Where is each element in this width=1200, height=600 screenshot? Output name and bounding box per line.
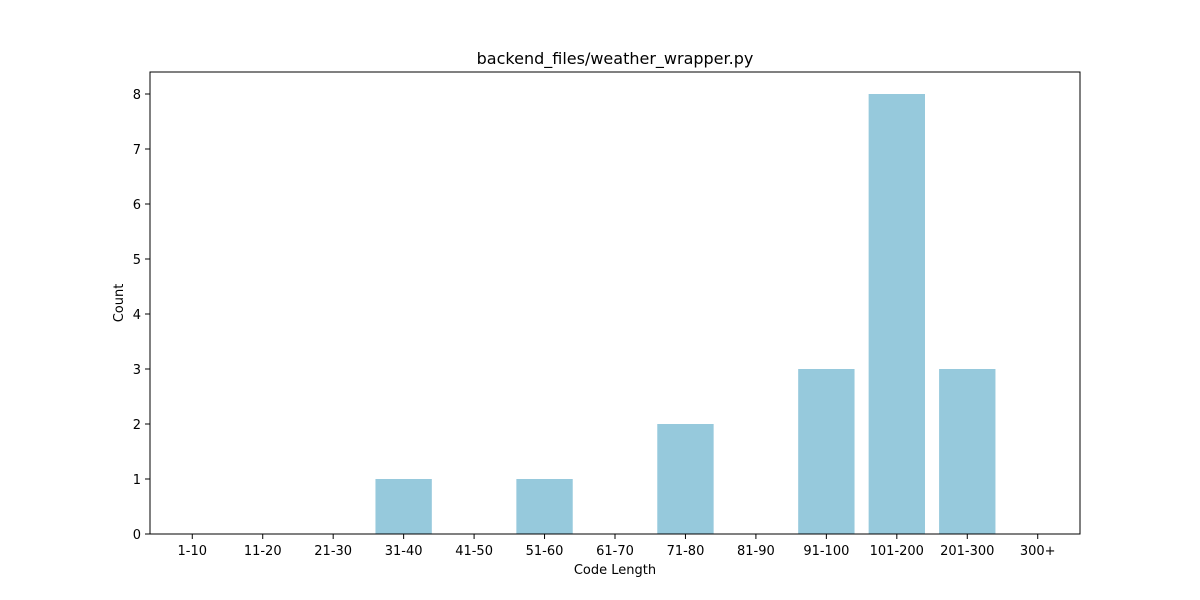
bar-91-100 [798,369,855,534]
x-axis-label: Code Length [574,563,656,578]
x-tick-label: 101-200 [870,544,924,559]
x-tick-label: 201-300 [940,544,994,559]
x-tick-label: 11-20 [244,544,282,559]
x-tick-label: 300+ [1020,544,1056,559]
x-tick-label: 81-90 [737,544,775,559]
y-axis: 0 1 2 3 4 5 6 7 8 [133,88,150,543]
bar-101-200 [868,94,925,534]
bar-201-300 [939,369,996,534]
bars-layer [375,94,996,534]
y-tick-label: 0 [133,528,141,543]
bar-71-80 [657,424,714,534]
x-tick-label: 61-70 [596,544,634,559]
y-tick-label: 3 [133,363,141,378]
chart-title: backend_files/weather_wrapper.py [477,49,754,69]
y-tick-label: 5 [133,253,141,268]
x-tick-label: 71-80 [667,544,705,559]
y-tick-label: 8 [133,88,141,103]
x-tick-label: 91-100 [803,544,849,559]
y-tick-label: 6 [133,198,141,213]
x-tick-label: 1-10 [178,544,208,559]
x-tick-label: 41-50 [455,544,493,559]
y-tick-label: 4 [133,308,141,323]
y-tick-label: 1 [133,473,141,488]
x-tick-label: 31-40 [385,544,423,559]
y-tick-label: 7 [133,143,141,158]
x-tick-label: 51-60 [526,544,564,559]
y-tick-label: 2 [133,418,141,433]
x-tick-label: 21-30 [314,544,352,559]
bar-31-40 [375,479,432,534]
x-axis: 1-10 11-20 21-30 31-40 41-50 51-60 61-70 71-80 8… [178,534,1056,559]
bar-51-60 [516,479,573,534]
y-axis-label: Count [112,284,127,323]
